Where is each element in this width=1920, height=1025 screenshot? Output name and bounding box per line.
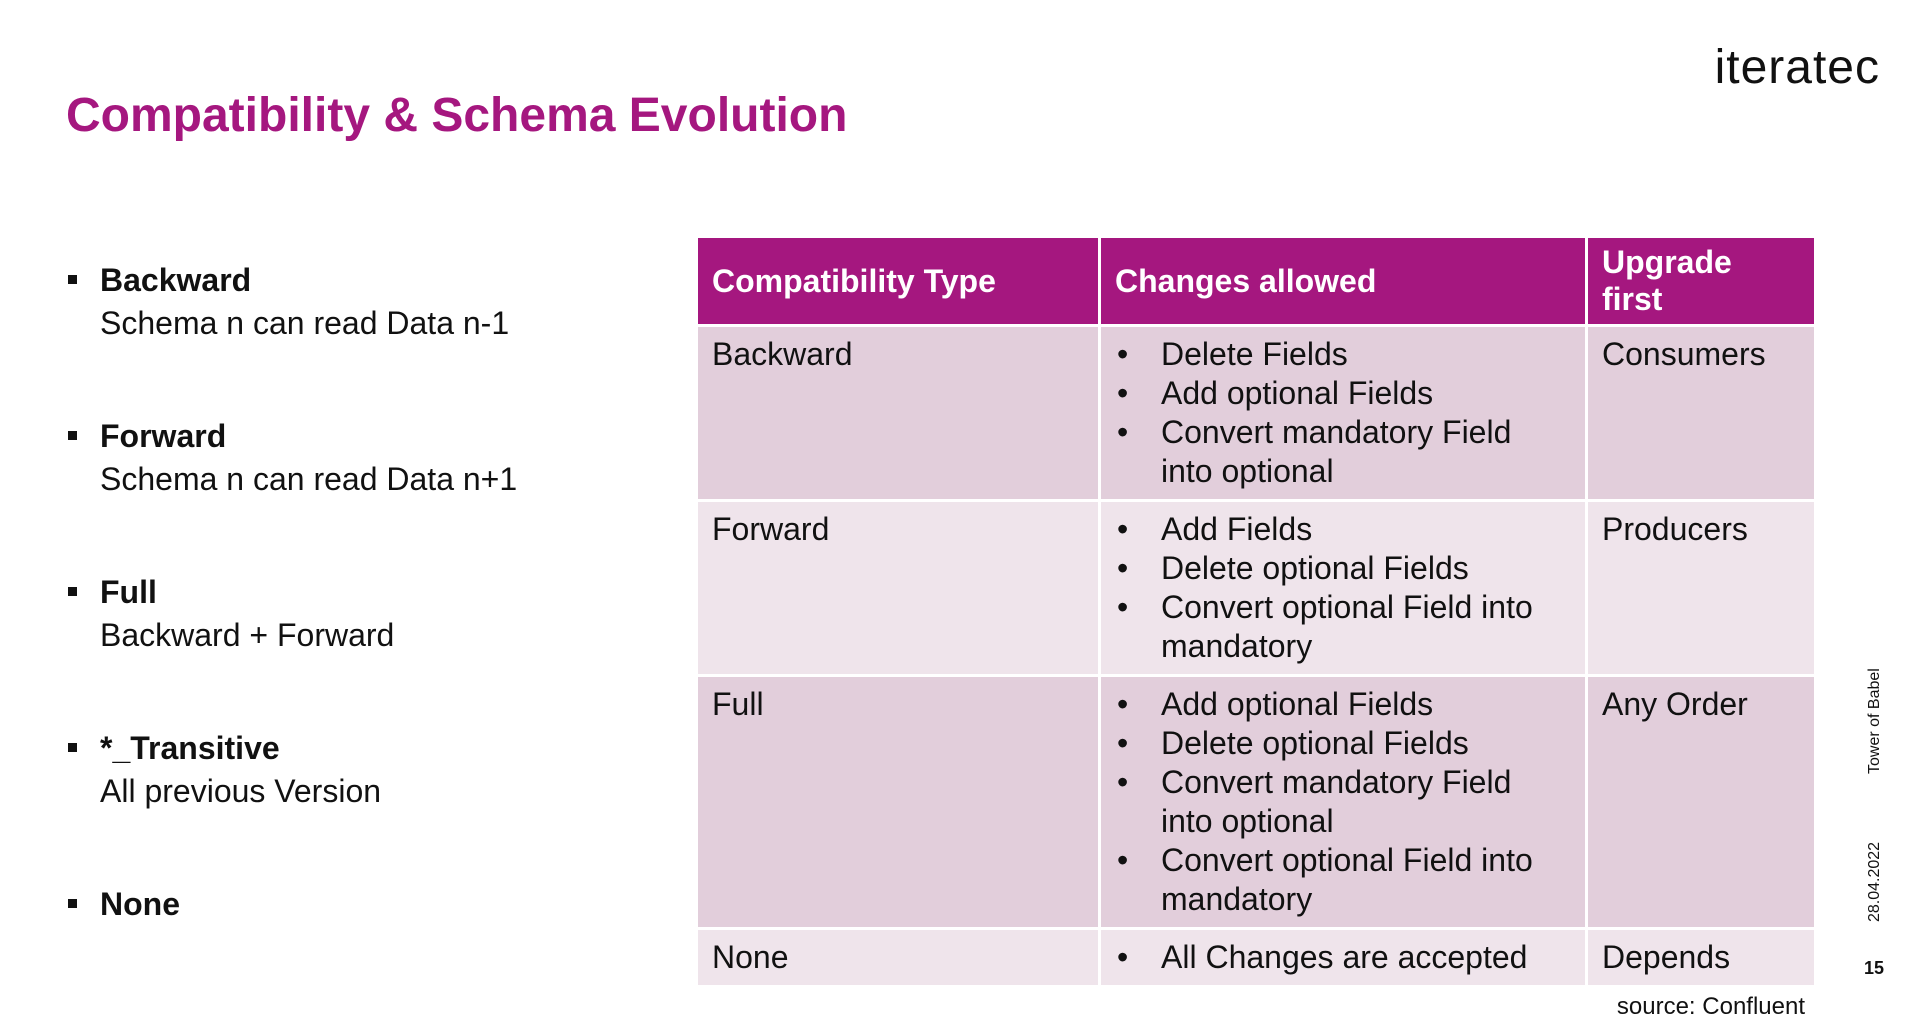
column-header-type: Compatibility Type <box>698 238 1101 327</box>
column-header-upgrade: Upgrade first <box>1586 238 1814 327</box>
bullet-description: Schema n can read Data n-1 <box>100 305 510 341</box>
compatibility-table-container: Compatibility Type Changes allowed Upgra… <box>698 238 1814 988</box>
cell-changes: Add Fields Delete optional Fields Conver… <box>1099 500 1588 677</box>
bullet-description: All previous Version <box>100 773 382 809</box>
changes-list: Delete Fields Add optional Fields Conver… <box>1115 335 1571 491</box>
change-item: Convert optional Field into mandatory <box>1115 588 1571 666</box>
cell-changes: Delete Fields Add optional Fields Conver… <box>1099 325 1588 502</box>
table-row: Forward Add Fields Delete optional Field… <box>698 500 1814 677</box>
bullet-title: Full <box>100 574 157 610</box>
change-item: Add optional Fields <box>1115 685 1571 724</box>
table-row: None All Changes are accepted Depends <box>698 928 1814 988</box>
compatibility-table: Compatibility Type Changes allowed Upgra… <box>698 238 1814 988</box>
square-bullet-icon <box>68 899 77 908</box>
change-item: Delete optional Fields <box>1115 549 1571 588</box>
changes-list: Add optional Fields Delete optional Fiel… <box>1115 685 1571 919</box>
cell-type: Forward <box>698 500 1101 677</box>
bullet-title: Backward <box>100 262 252 298</box>
table-row: Full Add optional Fields Delete optional… <box>698 675 1814 930</box>
bullet-title: Forward <box>100 418 227 454</box>
cell-type: Backward <box>698 325 1101 502</box>
bullet-item-full: Full Backward + Forward <box>66 572 626 672</box>
bullet-item-transitive: *_Transitive All previous Version <box>66 728 626 828</box>
cell-changes: Add optional Fields Delete optional Fiel… <box>1099 675 1588 930</box>
square-bullet-icon <box>68 587 77 596</box>
bullet-item-none: None <box>66 884 626 944</box>
change-item: Delete Fields <box>1115 335 1571 374</box>
change-item: Convert optional Field into mandatory <box>1115 841 1571 919</box>
change-item: Add optional Fields <box>1115 374 1571 413</box>
changes-list: All Changes are accepted <box>1115 938 1571 977</box>
footer-date: 28.04.2022 <box>1866 841 1883 922</box>
bullet-title: None <box>100 886 180 922</box>
page-number: 15 <box>1863 958 1884 978</box>
square-bullet-icon <box>68 275 77 284</box>
cell-type: None <box>698 928 1101 988</box>
change-item: Delete optional Fields <box>1115 724 1571 763</box>
page-title: Compatibility & Schema Evolution <box>66 89 848 142</box>
square-bullet-icon <box>68 431 77 440</box>
cell-upgrade: Producers <box>1586 500 1814 677</box>
cell-changes: All Changes are accepted <box>1099 928 1588 988</box>
bullet-title: *_Transitive <box>100 730 280 766</box>
footer-event-name: Tower of Babel <box>1866 668 1883 774</box>
column-header-changes: Changes allowed <box>1099 238 1588 327</box>
bullet-item-backward: Backward Schema n can read Data n-1 <box>66 260 626 360</box>
change-item: Convert mandatory Field into optional <box>1115 413 1571 491</box>
table-header-row: Compatibility Type Changes allowed Upgra… <box>698 238 1814 327</box>
bullet-description: Backward + Forward <box>100 617 395 653</box>
change-item: Add Fields <box>1115 510 1571 549</box>
iteratec-logo: iteratec <box>1714 41 1880 94</box>
cell-upgrade: Consumers <box>1586 325 1814 502</box>
square-bullet-icon <box>68 743 77 752</box>
bullet-list: Backward Schema n can read Data n-1 Forw… <box>66 260 626 944</box>
table-row: Backward Delete Fields Add optional Fiel… <box>698 325 1814 502</box>
bullet-description: Schema n can read Data n+1 <box>100 461 518 497</box>
cell-type: Full <box>698 675 1101 930</box>
changes-list: Add Fields Delete optional Fields Conver… <box>1115 510 1571 666</box>
change-item: All Changes are accepted <box>1115 938 1571 977</box>
source-caption: source: Confluent <box>1616 993 1805 1020</box>
cell-upgrade: Depends <box>1586 928 1814 988</box>
cell-upgrade: Any Order <box>1586 675 1814 930</box>
bullet-item-forward: Forward Schema n can read Data n+1 <box>66 416 626 516</box>
change-item: Convert mandatory Field into optional <box>1115 763 1571 841</box>
